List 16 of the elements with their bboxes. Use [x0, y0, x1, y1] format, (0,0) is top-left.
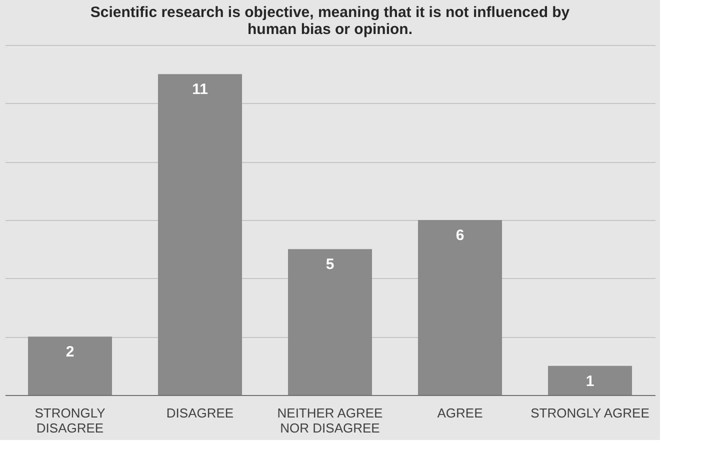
bar	[548, 366, 632, 395]
bar	[158, 74, 242, 395]
x-tick-label: AGREE	[437, 406, 484, 420]
data-label: 1	[586, 372, 594, 390]
data-label: 2	[66, 344, 74, 361]
bar	[418, 220, 502, 395]
bar	[28, 336, 112, 395]
x-tick-label: STRONGLY AGREE	[530, 406, 650, 420]
data-label: 5	[326, 256, 334, 274]
data-label: 11	[192, 81, 208, 98]
data-label: 6	[456, 227, 464, 244]
chart-title: Scientific research is objective, meaning that it is not influenced by human bias or opinion.	[90, 4, 570, 38]
x-tick-label: STRONGLY DISAGREE	[34, 406, 106, 436]
bar	[288, 249, 372, 395]
x-tick-label: DISAGREE	[166, 406, 234, 420]
x-tick-label: NEITHER AGREE NOR DISAGREE	[277, 406, 384, 436]
